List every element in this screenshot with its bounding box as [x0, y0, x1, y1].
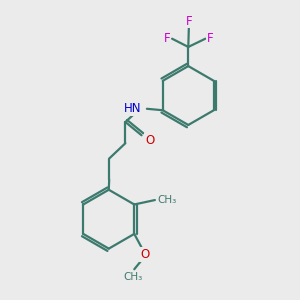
Text: F: F	[164, 32, 170, 45]
Text: F: F	[207, 32, 214, 45]
Text: O: O	[140, 248, 149, 261]
Text: O: O	[145, 134, 154, 147]
Text: F: F	[186, 14, 192, 28]
Text: CH₃: CH₃	[158, 195, 177, 205]
Text: CH₃: CH₃	[123, 272, 142, 283]
Text: HN: HN	[124, 102, 142, 115]
